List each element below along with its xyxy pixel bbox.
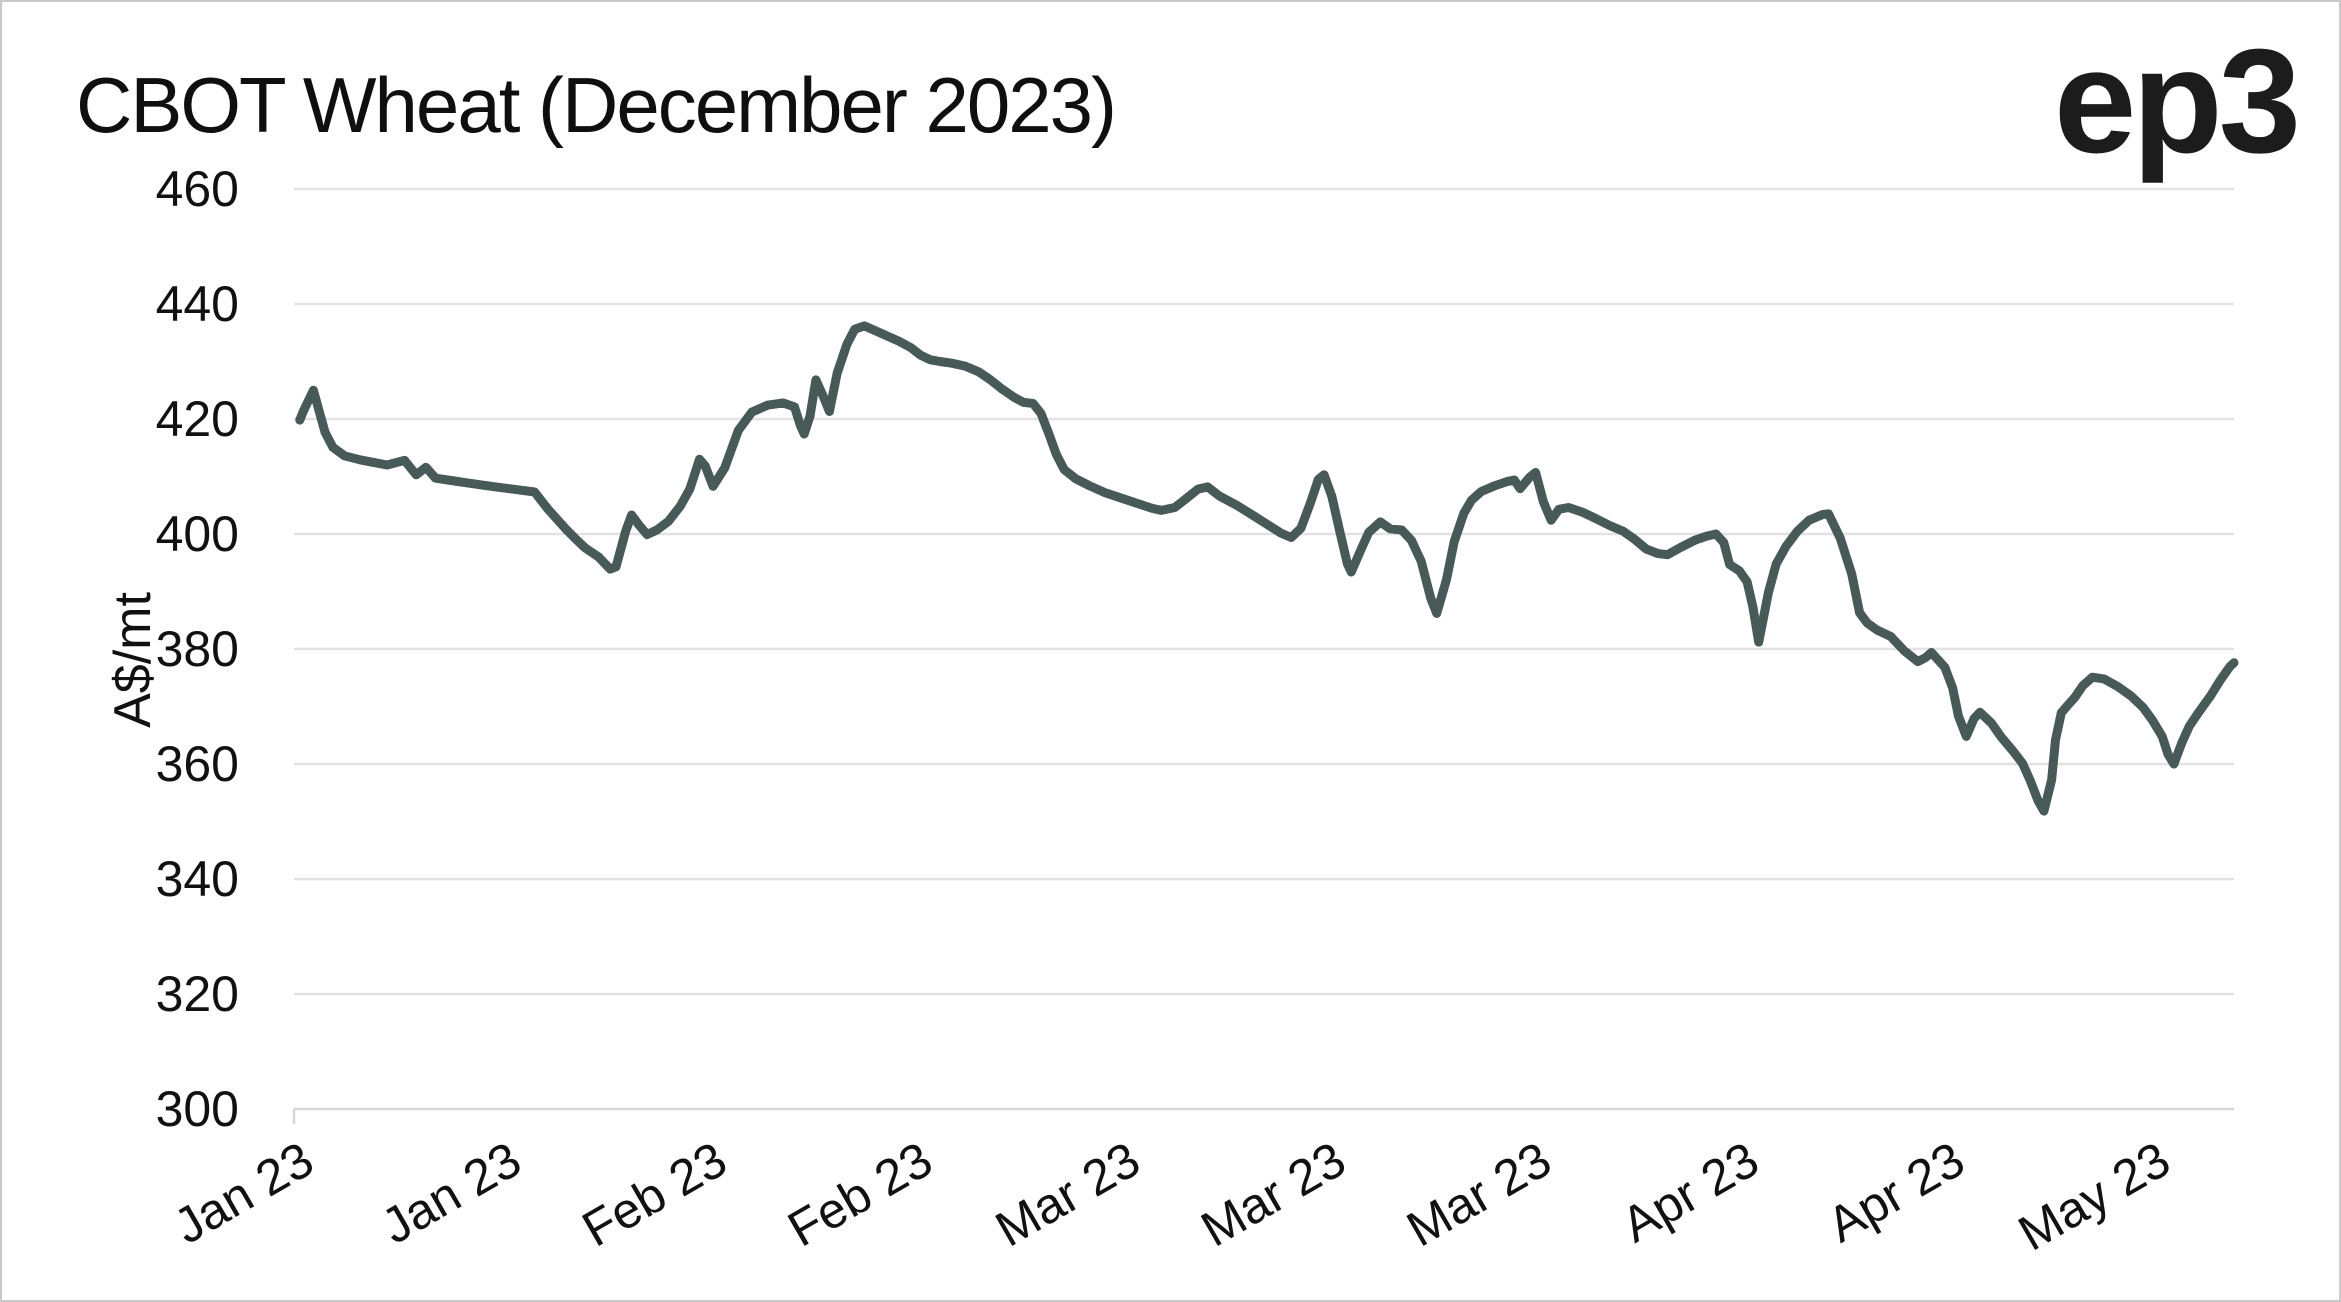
chart-title: CBOT Wheat (December 2023) — [76, 61, 1117, 149]
x-tick-label: Mar 23 — [986, 1131, 1149, 1257]
x-tick-label: Feb 23 — [573, 1131, 736, 1257]
y-tick-label: 420 — [156, 391, 239, 447]
x-tick-label: May 23 — [2009, 1131, 2179, 1261]
x-tick-label: Feb 23 — [779, 1131, 942, 1257]
ep3-logo: ep3 — [2053, 19, 2301, 184]
x-tick-label-group: Mar 23 — [986, 1131, 1149, 1257]
x-tick-label-group: Apr 23 — [1818, 1131, 1974, 1253]
x-tick-label: Jan 23 — [165, 1131, 323, 1255]
x-tick-label-group: Feb 23 — [573, 1131, 736, 1257]
x-tick-label-group: Jan 23 — [372, 1131, 530, 1255]
x-tick-label-group: Mar 23 — [1398, 1131, 1561, 1257]
x-tick-label: Mar 23 — [1192, 1131, 1355, 1257]
x-tick-label-group: Apr 23 — [1612, 1131, 1768, 1253]
x-tick-label: Apr 23 — [1612, 1131, 1768, 1253]
price-line — [295, 321, 2239, 816]
x-tick-label-group: May 23 — [2009, 1131, 2179, 1261]
x-tick-label: Apr 23 — [1818, 1131, 1974, 1253]
x-tick-label: Jan 23 — [372, 1131, 530, 1255]
x-tick-label-group: Mar 23 — [1192, 1131, 1355, 1257]
x-tick-label: Mar 23 — [1398, 1131, 1561, 1257]
y-tick-label: 340 — [156, 851, 239, 907]
y-tick-label: 300 — [156, 1081, 239, 1137]
y-tick-label: 380 — [156, 621, 239, 677]
y-tick-label: 400 — [156, 506, 239, 562]
y-tick-label: 440 — [156, 276, 239, 332]
y-tick-label: 360 — [156, 736, 239, 792]
y-tick-label: 460 — [156, 161, 239, 217]
x-tick-label-group: Jan 23 — [165, 1131, 323, 1255]
x-tick-label-group: Feb 23 — [779, 1131, 942, 1257]
y-tick-label: 320 — [156, 966, 239, 1022]
